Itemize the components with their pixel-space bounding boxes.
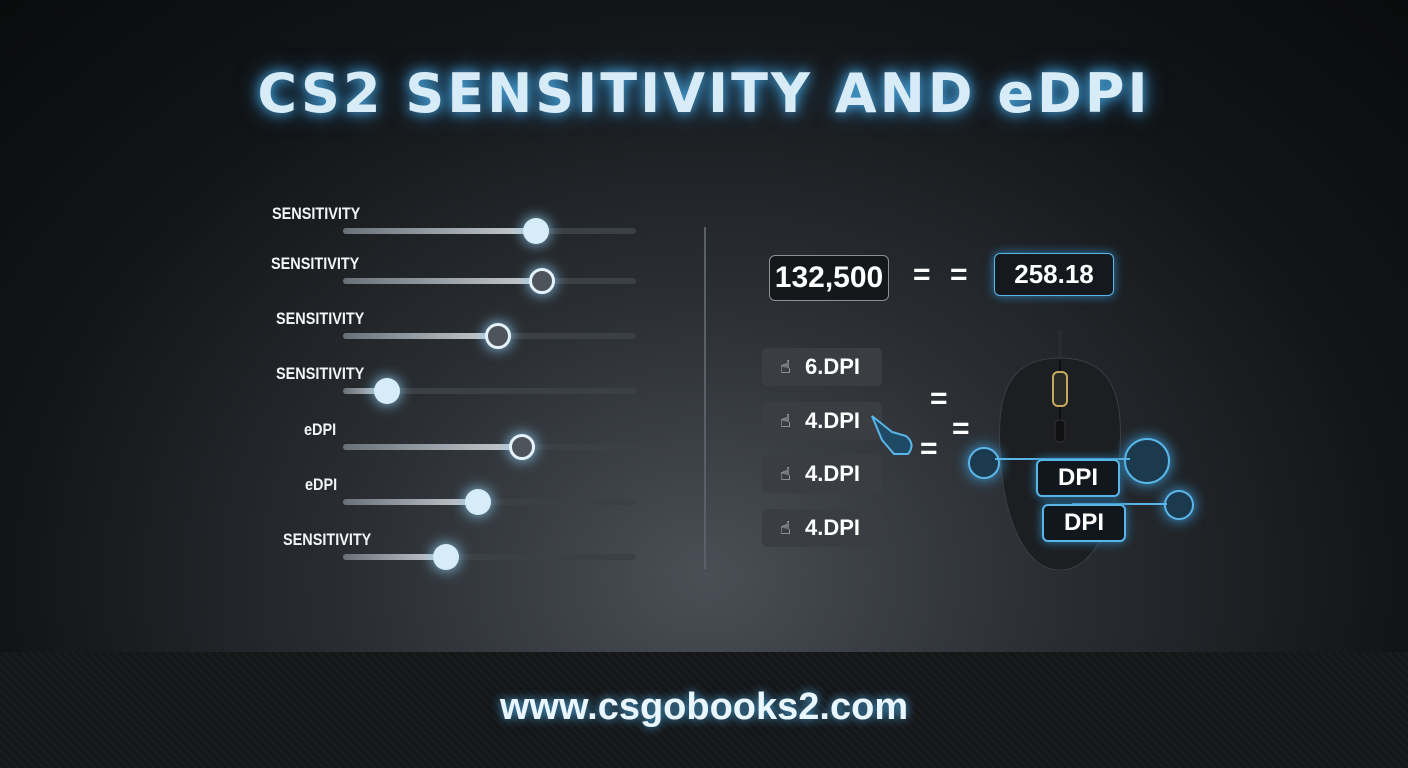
- slider-knob[interactable]: [464, 489, 491, 515]
- equals-sign: =: [920, 432, 938, 465]
- slider-track[interactable]: [343, 378, 636, 404]
- slider-track[interactable]: [343, 268, 636, 294]
- slider-fill: [343, 388, 387, 394]
- slider-knob[interactable]: [373, 378, 400, 404]
- equals-sign: =: [952, 412, 970, 445]
- slider-track[interactable]: [343, 323, 636, 349]
- scroll-icon[interactable]: [1164, 490, 1194, 520]
- divider: [704, 227, 706, 569]
- button-icon[interactable]: [1124, 438, 1170, 484]
- slider-fill: [343, 444, 522, 450]
- dpi-button[interactable]: ☝ 4.DPI: [762, 509, 882, 547]
- slider-track[interactable]: [343, 434, 636, 460]
- dpi-tag: DPI: [1036, 459, 1120, 497]
- slider-knob[interactable]: [485, 323, 512, 349]
- slider-track[interactable]: [343, 489, 636, 515]
- page-title: CS2 SENSITIVITY AND eDPI: [257, 62, 1151, 125]
- slider-label: SENSITIVITY: [276, 364, 365, 383]
- dpi-label: 6.DPI: [804, 354, 860, 379]
- slider-label: SENSITIVITY: [283, 530, 372, 549]
- footer-band: [0, 652, 1408, 768]
- slider-label: SENSITIVITY: [276, 309, 365, 328]
- hand-pointer-icon: ☝: [780, 463, 791, 484]
- slider-knob[interactable]: [523, 218, 550, 244]
- hand-pointer-icon: ☝: [780, 410, 791, 431]
- dpi-tag: DPI: [1042, 504, 1126, 542]
- side-button-icon[interactable]: [968, 447, 1000, 479]
- hand-pointer-icon: ☝: [780, 517, 791, 538]
- edpi-result: 258.18: [994, 253, 1114, 296]
- slider-label: eDPI: [305, 475, 338, 494]
- slider-label: SENSITIVITY: [272, 204, 361, 223]
- dpi-button[interactable]: ☝ 4.DPI: [762, 402, 882, 440]
- dpi-label: 4.DPI: [804, 515, 860, 540]
- footer-url[interactable]: www.csgobooks2.com: [499, 686, 909, 728]
- slider-knob[interactable]: [508, 434, 535, 460]
- equals-sign: =: [930, 382, 948, 415]
- slider-fill: [343, 333, 499, 339]
- cursor-hand-icon: [871, 415, 913, 455]
- dpi-label: 4.DPI: [804, 461, 860, 486]
- slider-track[interactable]: [343, 544, 636, 570]
- slider-label: eDPI: [304, 420, 337, 439]
- dpi-button[interactable]: ☝ 4.DPI: [762, 455, 882, 493]
- slider-track[interactable]: [343, 218, 636, 244]
- slider-fill: [343, 499, 478, 505]
- sensitivity-input[interactable]: 132,500: [769, 255, 889, 301]
- slider-knob[interactable]: [432, 544, 459, 570]
- equals-sign: =: [913, 258, 931, 291]
- slider-label: SENSITIVITY: [271, 254, 360, 273]
- slider-fill: [343, 228, 537, 234]
- slider-fill: [343, 278, 543, 284]
- dpi-button[interactable]: ☝ 6.DPI: [762, 348, 882, 386]
- slider-knob[interactable]: [529, 268, 556, 294]
- equals-sign: =: [950, 258, 968, 291]
- dpi-label: 4.DPI: [804, 408, 860, 433]
- slider-fill: [343, 554, 446, 560]
- hand-pointer-icon: ☝: [780, 356, 791, 377]
